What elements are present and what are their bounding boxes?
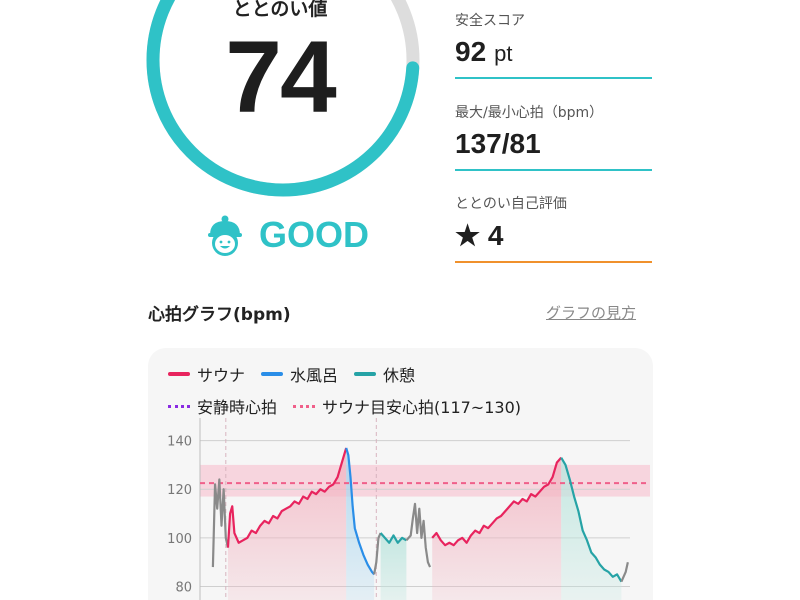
y-tick-100: 100 — [167, 532, 192, 547]
legend-resting-hr-label: 安静時心拍 — [197, 398, 278, 417]
legend-sauna-swatch — [168, 372, 190, 376]
totonoi-gauge — [146, 0, 420, 197]
legend-cold-bath-swatch — [261, 372, 284, 376]
self-rating-value-row: ★ 4 — [455, 219, 652, 252]
legend-sauna: サウナ — [168, 362, 245, 386]
sauna-area-1 — [227, 447, 347, 600]
self-rating-value: ★ 4 — [455, 220, 504, 251]
rest-line-7 — [560, 457, 623, 583]
heart-rate-line-chart: 80 100 120 140 — [167, 418, 650, 600]
legend-target-hr-swatch — [293, 404, 316, 408]
safety-score-value-row: 92 pt — [455, 36, 652, 68]
sauna-line-1 — [226, 447, 348, 548]
y-tick-140: 140 — [167, 435, 192, 450]
legend-resting-hr-swatch — [168, 404, 190, 408]
other-line-0 — [211, 478, 230, 568]
y-tick-120: 120 — [167, 483, 192, 498]
legend-rest-label: 休憩 — [383, 366, 416, 385]
safety-score-underline — [455, 77, 652, 79]
status-label: GOOD — [259, 214, 370, 255]
rest-line-4 — [379, 532, 407, 544]
target-hr-band — [200, 464, 650, 497]
self-rating-label: ととのい自己評価 — [455, 196, 567, 212]
safety-score: 安全スコア 92 pt — [455, 10, 652, 79]
cold-line-2 — [345, 447, 375, 576]
legend-target-hr-label: サウナ目安心拍(117~130) — [322, 398, 521, 417]
heart-rate-range-underline — [455, 169, 652, 171]
legend-row-1: サウナ 水風呂 休憩 — [168, 362, 431, 386]
rest-area-7 — [561, 457, 622, 600]
self-rating-underline — [455, 261, 652, 263]
heart-rate-chart-card: サウナ 水風呂 休憩 安静時心拍 サウナ目安心拍(117~130) 80 100 1… — [148, 348, 653, 600]
legend-cold-bath: 水風呂 — [261, 362, 338, 386]
legend-row-2: 安静時心拍 サウナ目安心拍(117~130) — [168, 394, 537, 418]
safety-score-value: 92 — [455, 36, 487, 67]
sauna-line-6 — [431, 456, 563, 547]
safety-score-unit: pt — [494, 41, 513, 66]
gauge-title: ととのい値 — [232, 0, 328, 20]
y-tick-80: 80 — [175, 581, 192, 596]
legend-target-hr: サウナ目安心拍(117~130) — [293, 394, 521, 418]
heart-rate-range-value: 137/81 — [455, 128, 541, 159]
legend-resting-hr: 安静時心拍 — [168, 394, 277, 418]
heart-rate-range-label: 最大/最小心拍（bpm） — [455, 105, 604, 121]
legend-cold-bath-label: 水風呂 — [290, 366, 339, 385]
status-row: GOOD — [205, 212, 369, 258]
legend-sauna-label: サウナ — [197, 366, 246, 385]
heart-rate-range: 最大/最小心拍（bpm） 137/81 — [455, 102, 652, 171]
mascot-face-icon — [208, 215, 242, 256]
other-line-8 — [620, 561, 629, 583]
other-line-3 — [373, 532, 382, 575]
graph-guide-link[interactable]: グラフの見方 — [546, 304, 637, 322]
safety-score-label: 安全スコア — [455, 13, 525, 29]
legend-rest-swatch — [354, 372, 377, 376]
totonoi-score: 74 — [225, 20, 336, 134]
gauge-progress — [146, 0, 420, 197]
sauna-area-6 — [432, 457, 562, 600]
heart-rate-graph-title: 心拍グラフ(bpm) — [148, 305, 291, 325]
cold-area-2 — [346, 447, 375, 600]
legend-rest: 休憩 — [354, 362, 415, 386]
other-line-5 — [405, 502, 432, 568]
self-rating: ととのい自己評価 ★ 4 — [455, 193, 652, 263]
heart-rate-range-value-row: 137/81 — [455, 128, 652, 160]
rest-area-4 — [380, 533, 407, 600]
